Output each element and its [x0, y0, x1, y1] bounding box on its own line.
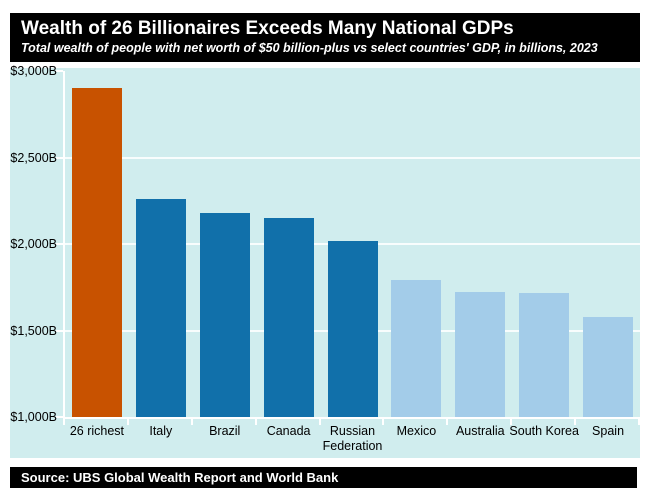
x-axis-label-south-korea: South Korea: [509, 424, 579, 438]
chart-title: Wealth of 26 Billionaires Exceeds Many N…: [21, 18, 514, 39]
x-axis-tick: [318, 419, 321, 425]
plot-area: [63, 71, 640, 419]
bar-brazil: [199, 212, 250, 417]
x-axis-tick: [254, 419, 257, 425]
bar-italy: [135, 199, 186, 417]
x-axis-tick: [126, 419, 129, 425]
chart-panel: $3,000B $2,500B $2,000B $1,500B $1,000B 26 ri…: [10, 64, 640, 458]
y-axis-label: $1,000B: [10, 410, 57, 424]
y-axis-tick: [56, 329, 63, 332]
x-axis-label-26-richest: 26 richest: [69, 424, 125, 438]
x-axis-tick: [638, 419, 640, 425]
x-axis-label-mexico: Mexico: [396, 424, 437, 438]
y-axis-tick: [56, 156, 63, 159]
y-axis-tick: [56, 70, 63, 72]
y-axis-label: $3,000B: [10, 64, 57, 78]
y-axis-tick: [56, 243, 63, 245]
y-axis-label: $1,500B: [10, 323, 57, 338]
gridline-2500: [65, 156, 640, 159]
bar-26-richest: [71, 88, 122, 417]
y-axis-label: $2,500B: [10, 150, 57, 165]
x-axis-label-spain: Spain: [592, 424, 625, 438]
chart-subtitle: Total wealth of people with net worth of…: [21, 41, 598, 55]
bar-spain: [583, 316, 634, 417]
x-axis-label-canada: Canada: [266, 424, 311, 438]
x-axis-label-brazil: Brazil: [209, 424, 241, 438]
source-bar: Source: UBS Global Wealth Report and Wor…: [10, 467, 637, 488]
x-axis-tick: [190, 419, 193, 425]
x-axis-tick: [574, 419, 577, 425]
bar-australia: [455, 291, 506, 417]
x-axis-label-australia: Australia: [455, 424, 505, 438]
bar-mexico: [391, 280, 442, 417]
bar-south-korea: [519, 293, 570, 417]
chart-header: Wealth of 26 Billionaires Exceeds Many N…: [10, 13, 640, 62]
x-axis-label-russian-federation: Russian Federation: [322, 424, 383, 453]
x-axis-tick: [63, 419, 65, 425]
y-axis-label: $2,000B: [10, 237, 57, 251]
x-axis-label-italy: Italy: [149, 424, 173, 438]
source-text: Source: UBS Global Wealth Report and Wor…: [21, 470, 339, 485]
y-axis-tick: [56, 416, 63, 418]
x-axis-tick: [510, 419, 513, 425]
bar-russian-federation: [327, 240, 378, 417]
x-axis-tick: [382, 419, 385, 425]
bar-canada: [263, 218, 314, 417]
x-axis-tick: [446, 419, 449, 425]
